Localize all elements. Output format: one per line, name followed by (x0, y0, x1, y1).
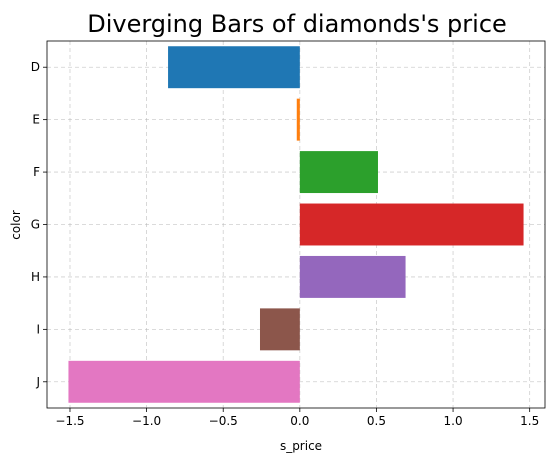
y-tick-label: I (36, 322, 40, 336)
y-axis-label: color (9, 210, 23, 240)
x-tick-label: −1.0 (132, 414, 161, 428)
y-tick-label: D (31, 60, 40, 74)
bars-layer (68, 46, 524, 403)
bar-J (68, 360, 300, 403)
bar-D (168, 46, 300, 89)
x-tick-label: 1.0 (444, 414, 463, 428)
y-tick-label: J (35, 375, 40, 389)
x-tick-label: 1.5 (520, 414, 539, 428)
bar-F (299, 151, 378, 194)
axes-layer: −1.5 −1.0 −0.5 0.0 0.5 1.0 1.5 D E F G H I J (31, 40, 546, 428)
y-tick-label: E (32, 113, 40, 127)
bar-H (299, 255, 406, 298)
x-tick-label: 0.5 (367, 414, 386, 428)
plot-frame (46, 40, 546, 409)
chart-title: Diverging Bars of diamonds's price (87, 10, 507, 38)
y-tick-label: G (31, 218, 40, 232)
bar-E (296, 98, 300, 141)
x-tick-label: −0.5 (209, 414, 238, 428)
y-tick-label: F (33, 165, 40, 179)
x-tick-label: −1.5 (55, 414, 84, 428)
bar-I (259, 308, 300, 351)
x-axis-label: s_price (280, 439, 322, 453)
bar-G (299, 203, 524, 246)
y-tick-label: H (31, 270, 40, 284)
x-tick-label: 0.0 (290, 414, 309, 428)
